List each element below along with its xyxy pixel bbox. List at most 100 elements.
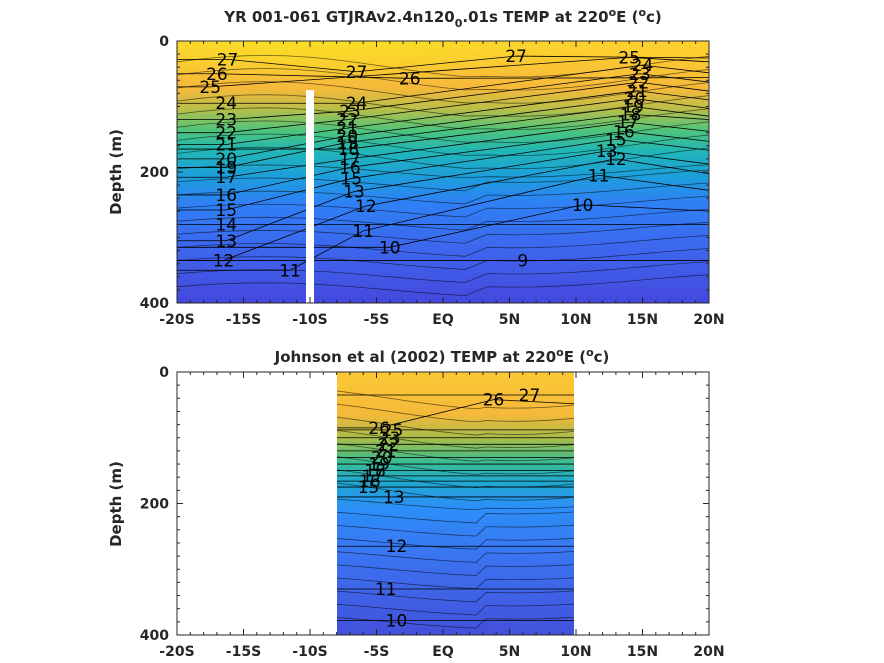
contour-label: 27 [505,47,527,67]
contour-label: 24 [632,56,654,76]
contour-label: 20 [336,127,358,147]
contour-label: 25 [618,48,640,68]
model-temperature-panel: YR 001-061 GTJRAv2.4n120 0 .01s TEMP at 22… [107,6,725,328]
isotherm-minor [337,577,574,590]
panel1-isolines [177,55,709,297]
x-tick-label: EQ [432,644,454,660]
panel2-title-main: Johnson et al (2002) TEMP at 220 [274,348,557,366]
x-tick-label: -15S [226,312,261,328]
panel2-ticks [176,371,710,636]
isotherm-22 [177,81,709,134]
panel2-title-rest: E ( [564,348,586,366]
isotherm-minor [337,403,574,423]
panel1-ylabel: Depth (m) [107,129,125,215]
contour-label: 12 [386,537,408,557]
contour-label: 26 [368,419,390,439]
isotherm-18 [177,113,709,150]
contour-label: 19 [215,158,237,178]
isotherm-minor [337,498,574,511]
contour-label: 17 [339,150,361,170]
x-tick-label: -20S [159,312,194,328]
contour-label: 13 [343,183,365,203]
contour-label: 13 [596,142,618,162]
contour-label: 21 [626,82,648,102]
contour-label: 15 [215,201,237,221]
y-tick-label: 0 [159,34,169,50]
contour-label: 25 [382,421,404,441]
isotherm-minor [337,430,574,449]
isotherm-minor [177,146,709,170]
contour-label: 10 [379,238,401,258]
isotherm-21 [177,90,709,145]
isotherm-minor [177,55,709,78]
isotherm-27 [177,55,709,73]
isotherm-24 [177,64,709,104]
isotherm-minor [337,416,574,436]
x-tick-label: -15S [226,644,261,660]
isotherm-10 [177,204,709,248]
panel1-title-rest: .01s TEMP at 220 [462,8,608,26]
contour-label: 27 [519,386,541,406]
contour-label: 26 [399,69,421,89]
contour-label: 18 [364,462,386,482]
contour-label: 20 [371,448,393,468]
isotherm-minor [337,482,574,502]
isotherm-25 [177,56,709,88]
isotherm-minor [337,443,574,462]
isotherm-minor [177,248,709,270]
isotherm-minor [337,590,574,603]
contour-label: 10 [572,196,594,216]
contour-label: 11 [588,166,610,186]
y-tick-label: 400 [140,628,169,644]
isotherm-13 [177,150,709,242]
panel2-y-tick-labels: 0 200 400 [140,365,169,644]
isotherm-minor [177,133,709,156]
isotherm-minor [177,261,709,283]
isotherm-minor [337,456,574,475]
panel1-ticks [176,40,710,304]
isotherm-26 [177,73,709,79]
contour-label: 26 [206,65,228,85]
panel1-x-tick-labels: -20S -15S -10S -5S EQ 5N 10N 15N 20N [159,312,724,328]
contour-label: 21 [215,135,237,155]
contour-label: 27 [346,63,368,83]
panel1-title-sup2: o [638,6,646,19]
x-tick-label: -10S [292,644,327,660]
isotherm-minor [177,120,709,143]
contour-label: 16 [215,186,237,206]
panel2-isolines [337,390,574,629]
isotherm-minor [177,169,709,192]
isotherm-minor [177,94,709,117]
isotherm-26 [337,399,574,429]
isotherm-minor [177,81,709,104]
isotherm-16 [177,130,709,196]
x-tick-label: 10N [560,644,591,660]
y-tick-label: 0 [159,365,169,381]
isotherm-23 [177,73,709,120]
contour-label: 15 [340,170,362,190]
contour-label: 18 [620,105,642,125]
contour-label: 25 [199,78,221,98]
contour-label: 11 [375,580,397,600]
contour-label: 24 [346,94,368,114]
isotherm-minor [177,221,709,244]
isotherm-minor [337,390,574,410]
x-tick-label: 15N [627,644,658,660]
contour-label: 20 [215,150,237,170]
panel1-data-gap [306,90,314,303]
panel1-title: YR 001-061 GTJRAv2.4n1200.01s TEMP at 22… [223,6,662,30]
x-tick-label: EQ [432,312,454,328]
isotherm-minor [177,208,709,231]
isotherm-12 [177,158,709,261]
contour-label: 11 [279,261,301,281]
panel1-title-main: YR 001-061 GTJRAv2.4n120 [223,8,455,26]
panel2-field [337,372,574,635]
contour-label: 16 [613,122,635,142]
isotherm-19 [177,106,709,168]
contour-label: 17 [617,113,639,133]
isotherm-minor [177,235,709,257]
isotherm-minor [337,616,574,629]
contour-label: 23 [629,65,651,85]
